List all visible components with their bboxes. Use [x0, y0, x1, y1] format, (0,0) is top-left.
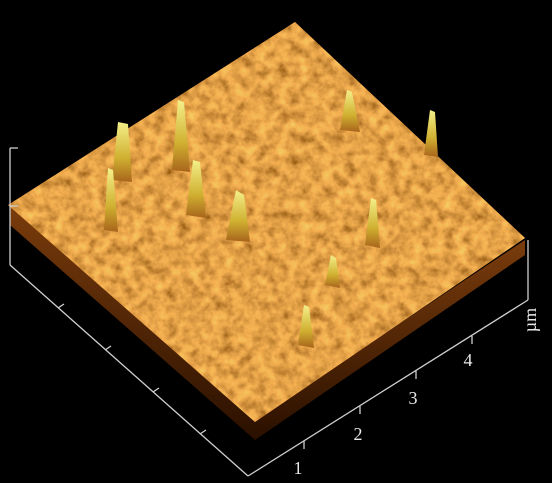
x-tick-label: 4 — [464, 350, 473, 370]
afm-image: 1 2 3 4 µm — [0, 0, 552, 483]
axis-unit: µm — [520, 308, 540, 332]
x-tick-label: 3 — [409, 388, 418, 408]
x-tick-label: 1 — [294, 458, 303, 478]
x-tick-label: 2 — [354, 424, 363, 444]
